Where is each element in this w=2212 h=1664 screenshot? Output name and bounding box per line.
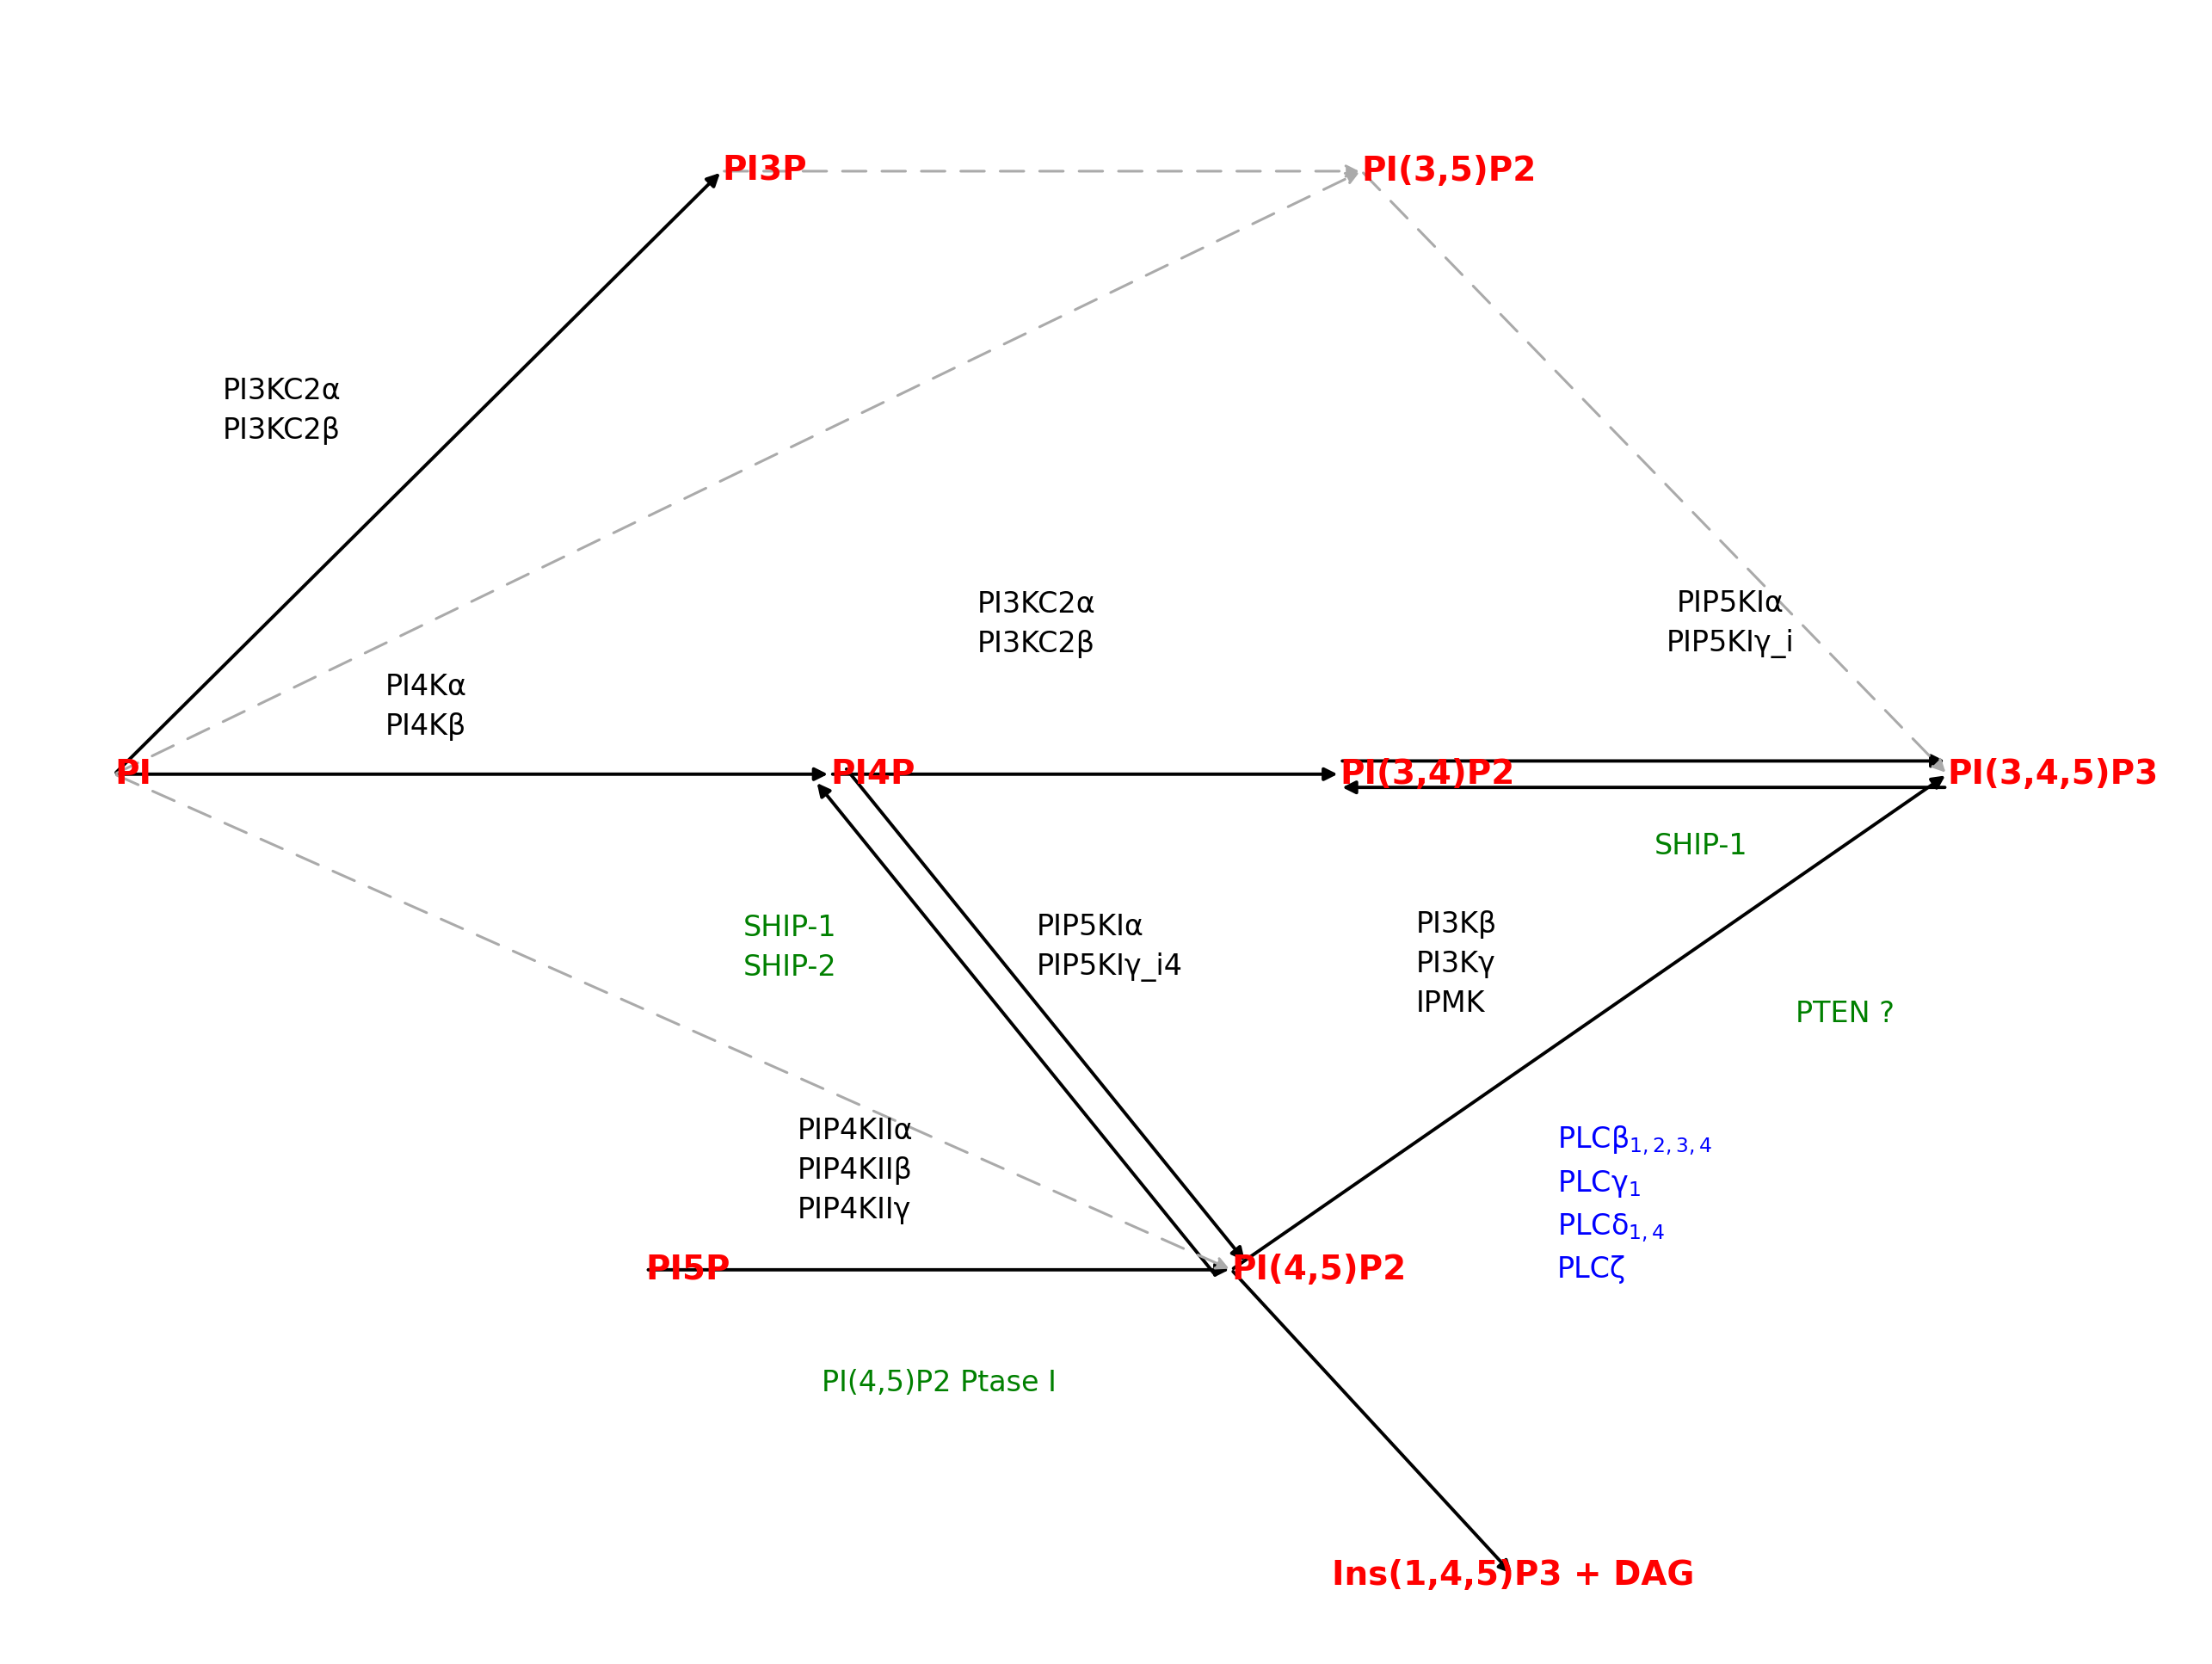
Text: Ins(1,4,5)P3 + DAG: Ins(1,4,5)P3 + DAG [1332,1559,1694,1592]
Text: PI(4,5)P2: PI(4,5)P2 [1232,1253,1407,1286]
Text: PLCβ$_{1,2,3,4}$
PLCγ$_{1}$
PLCδ$_{1,4}$
PLCζ: PLCβ$_{1,2,3,4}$ PLCγ$_{1}$ PLCδ$_{1,4}$… [1557,1123,1712,1283]
Text: PI3KC2α
PI3KC2β: PI3KC2α PI3KC2β [223,376,341,444]
Text: PI: PI [115,757,150,790]
Text: PI(3,4)P2: PI(3,4)P2 [1340,757,1515,790]
Text: PTEN ?: PTEN ? [1796,1000,1893,1028]
Text: PIP5KIα
PIP5KIγ_i: PIP5KIα PIP5KIγ_i [1666,589,1794,659]
Text: PI4P: PI4P [830,757,916,790]
Text: PI(3,4,5)P3: PI(3,4,5)P3 [1947,757,2159,790]
Text: PI(3,5)P2: PI(3,5)P2 [1363,155,1537,188]
Text: SHIP-1
SHIP-2: SHIP-1 SHIP-2 [743,914,836,982]
Text: PI5P: PI5P [646,1253,730,1286]
Text: PIP5KIα
PIP5KIγ_i4: PIP5KIα PIP5KIγ_i4 [1035,914,1183,982]
Text: PIP4KIIα
PIP4KIIβ
PIP4KIIγ: PIP4KIIα PIP4KIIβ PIP4KIIγ [799,1117,914,1225]
Text: SHIP-1: SHIP-1 [1655,832,1747,860]
Text: PI3P: PI3P [721,155,807,188]
Text: PI3KC2α
PI3KC2β: PI3KC2α PI3KC2β [978,591,1095,659]
Text: PI(4,5)P2 Ptase I: PI(4,5)P2 Ptase I [821,1369,1055,1398]
Text: PI3Kβ
PI3Kγ
IPMK: PI3Kβ PI3Kγ IPMK [1416,910,1498,1018]
Text: PI4Kα
PI4Kβ: PI4Kα PI4Kβ [385,674,467,740]
